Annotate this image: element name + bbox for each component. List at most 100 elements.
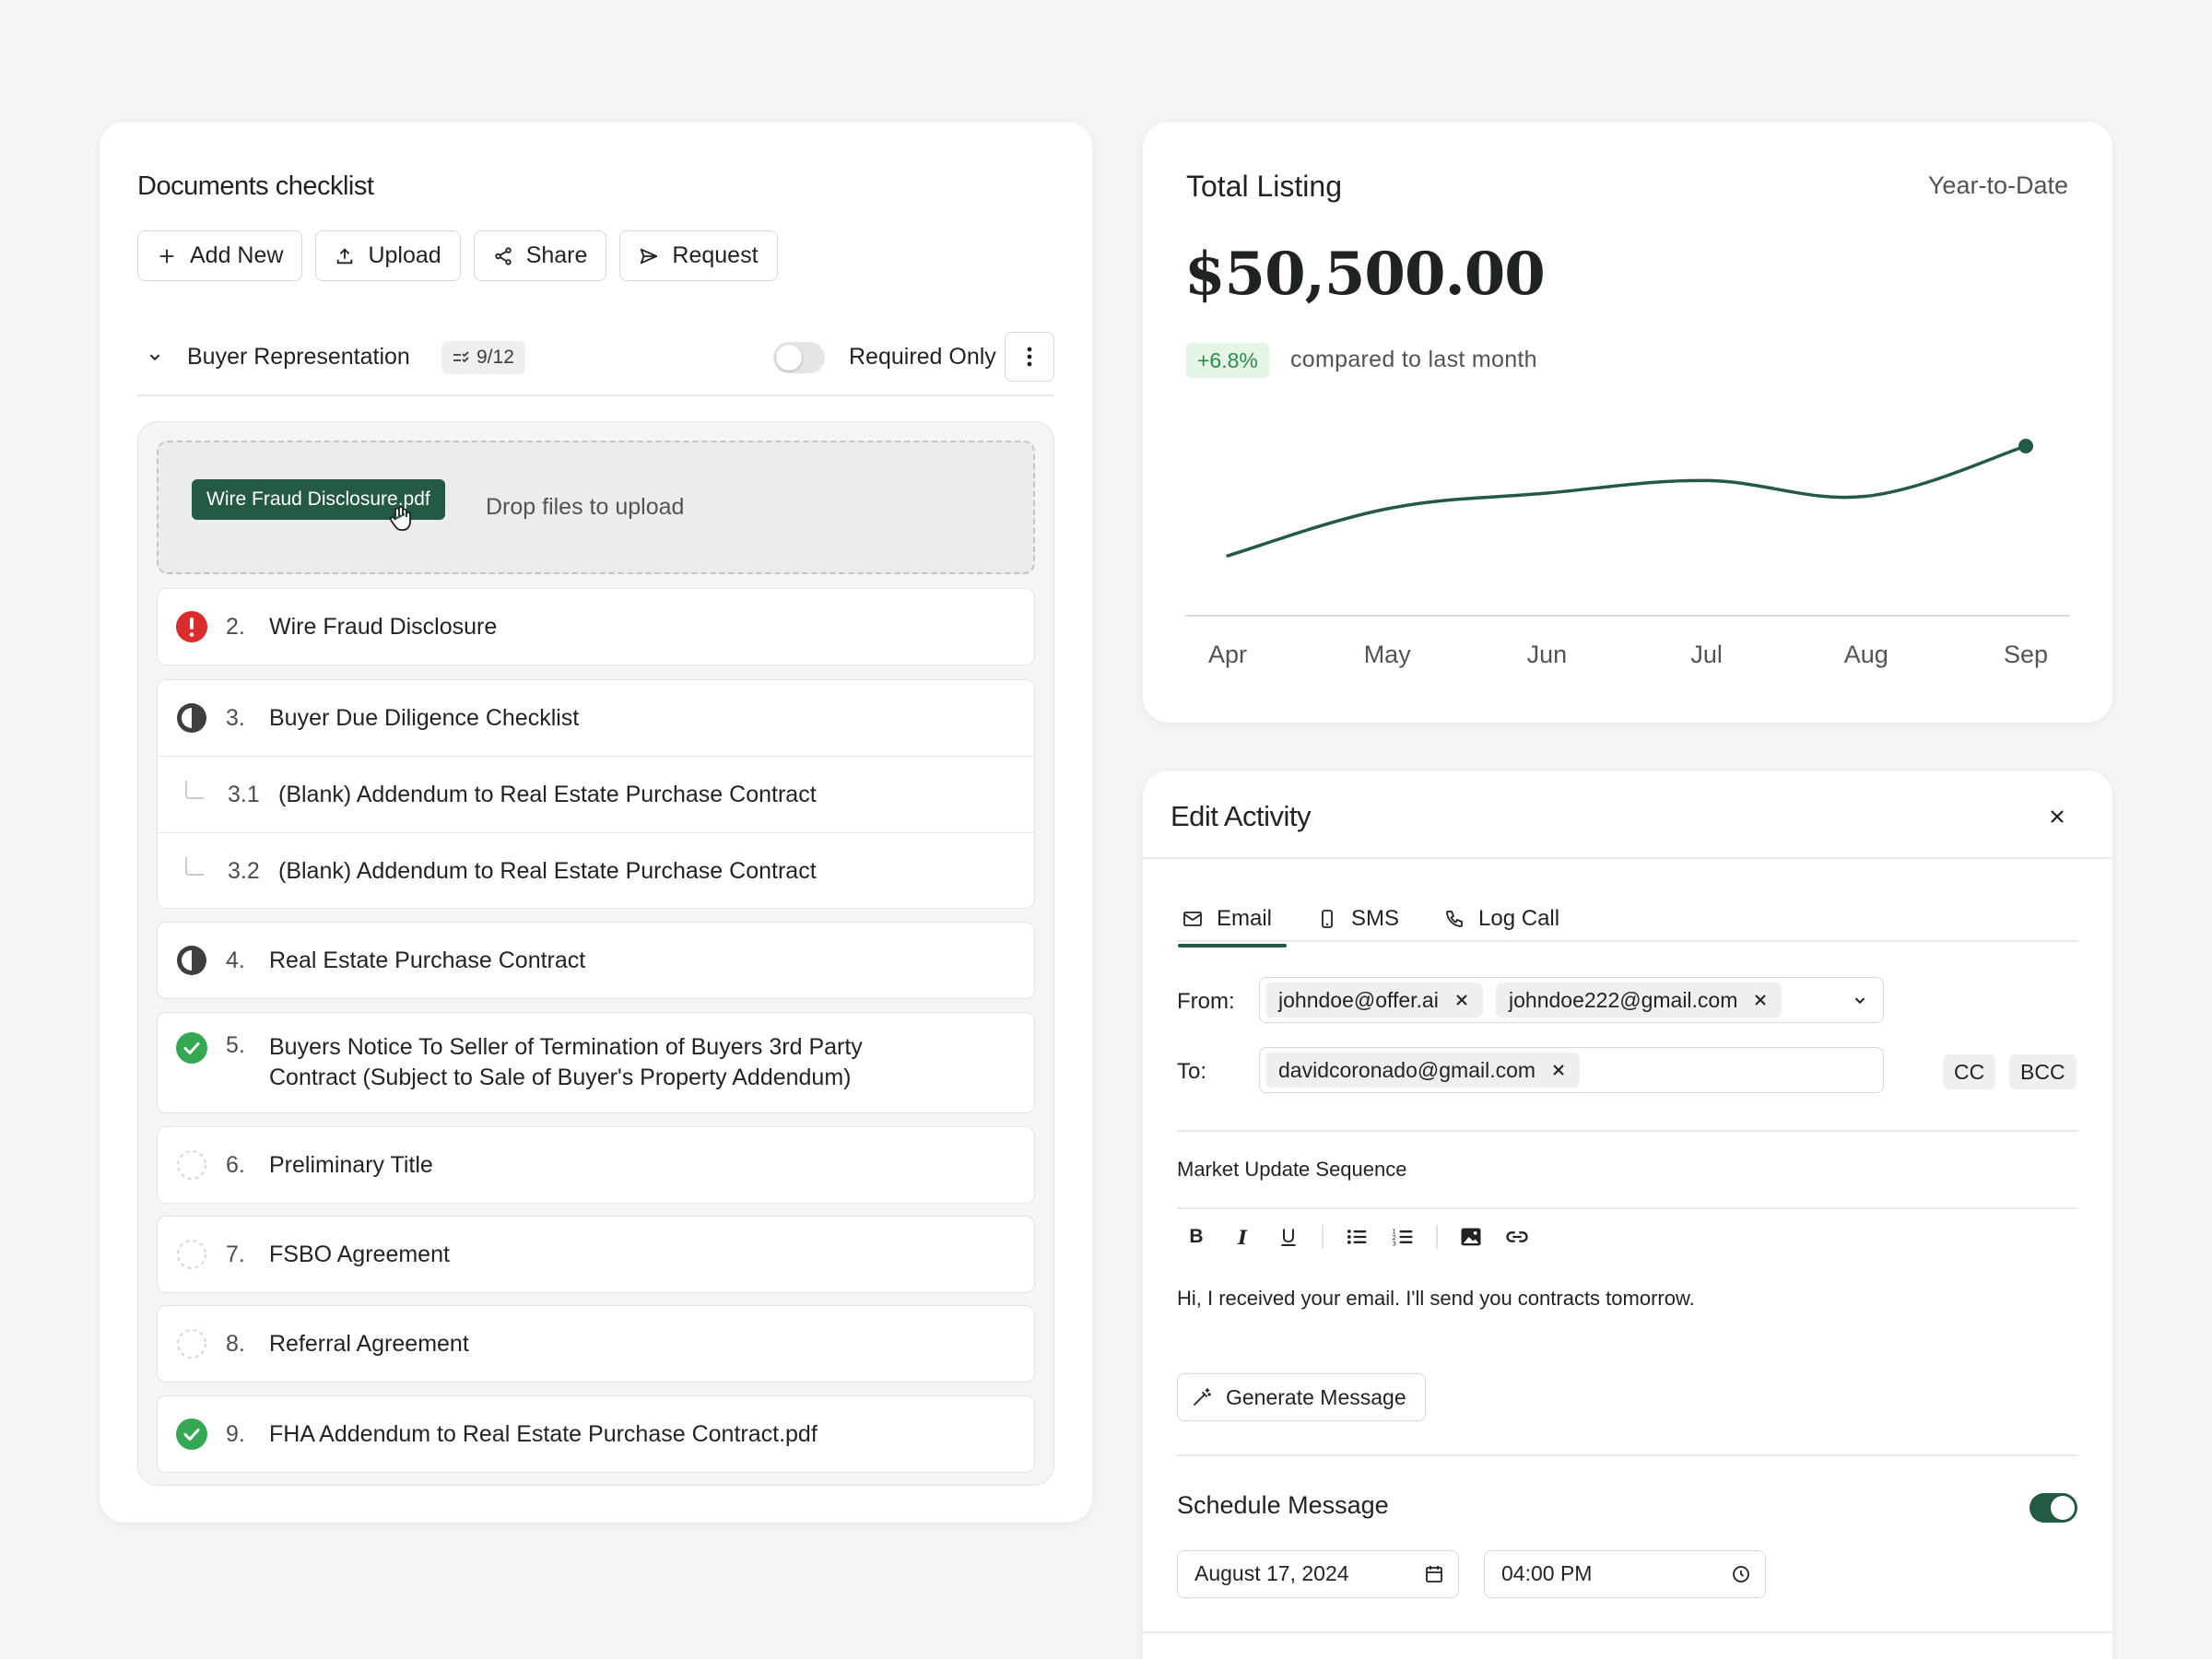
toolbar-separator bbox=[1322, 1225, 1324, 1249]
document-item-3-1[interactable]: 3.1 (Blank) Addendum to Real Estate Purc… bbox=[158, 756, 1034, 832]
to-chip-label: davidcoronado@gmail.com bbox=[1278, 1058, 1536, 1082]
request-label: Request bbox=[672, 242, 759, 268]
close-icon[interactable] bbox=[2046, 806, 2068, 828]
svg-text:1: 1 bbox=[1392, 1229, 1395, 1236]
underline-icon[interactable]: U bbox=[1281, 1226, 1296, 1247]
total-listing-card: Apr May Jun Jul Aug Sep Total Listing Year-to… bbox=[1143, 122, 2112, 723]
share-button[interactable]: Share bbox=[473, 230, 607, 281]
phone-device-icon bbox=[1322, 910, 1333, 928]
item-label: (Blank) Addendum to Real Estate Purchase… bbox=[278, 782, 817, 807]
to-field[interactable]: davidcoronado@gmail.com bbox=[1259, 1047, 1884, 1093]
cc-button[interactable]: CC bbox=[1943, 1054, 1996, 1089]
kebab-menu-icon bbox=[1027, 347, 1032, 367]
divider bbox=[137, 394, 1054, 396]
documents-checklist-panel: Documents checklist Add New Upload Share… bbox=[100, 122, 1092, 1523]
document-item-8[interactable]: 8. Referral Agreement bbox=[157, 1305, 1035, 1382]
edit-activity-panel: Edit Activity Email SMS Log Call From: j… bbox=[1143, 771, 2112, 1659]
phone-call-icon bbox=[1446, 911, 1463, 927]
document-item-5[interactable]: 5. Buyers Notice To Seller of Terminatio… bbox=[157, 1012, 1035, 1113]
item-label: Buyers Notice To Seller of Termination o… bbox=[269, 1032, 863, 1093]
change-badge: +6.8% bbox=[1186, 343, 1269, 378]
period-selector[interactable]: Year-to-Date bbox=[1927, 171, 2068, 199]
subject-field[interactable]: Market Update Sequence bbox=[1177, 1158, 1407, 1181]
file-dropzone[interactable]: Wire Fraud Disclosure.pdf Drop files to … bbox=[157, 441, 1035, 574]
compare-text: compared to last month bbox=[1290, 347, 1537, 372]
document-item-3-2[interactable]: 3.2 (Blank) Addendum to Real Estate Purc… bbox=[158, 832, 1034, 908]
chevron-down-icon[interactable] bbox=[1850, 990, 1870, 1010]
upload-button[interactable]: Upload bbox=[315, 230, 461, 281]
required-only-label: Required Only bbox=[849, 344, 996, 370]
item-number: 6. bbox=[226, 1152, 245, 1178]
italic-icon[interactable]: I bbox=[1238, 1225, 1247, 1249]
section-label[interactable]: Buyer Representation bbox=[187, 344, 410, 370]
item-label-line-2: Contract (Subject to Sale of Buyer's Pro… bbox=[269, 1065, 852, 1090]
tab-email[interactable]: Email bbox=[1178, 896, 1288, 947]
document-item-3[interactable]: 3. Buyer Due Diligence Checklist bbox=[158, 680, 1034, 756]
from-field[interactable]: johndoe@offer.ai johndoe222@gmail.com bbox=[1259, 977, 1884, 1023]
item-label: FSBO Agreement bbox=[269, 1241, 450, 1267]
empty-status-icon bbox=[177, 1150, 206, 1180]
request-button[interactable]: Request bbox=[619, 230, 778, 281]
error-icon bbox=[176, 611, 207, 642]
remove-icon[interactable] bbox=[1453, 992, 1470, 1008]
divider bbox=[1177, 1454, 2078, 1456]
document-item-2[interactable]: 2. Wire Fraud Disclosure bbox=[157, 588, 1035, 665]
document-item-7[interactable]: 7. FSBO Agreement bbox=[157, 1216, 1035, 1293]
empty-status-icon bbox=[177, 1240, 206, 1269]
document-item-3-group: 3. Buyer Due Diligence Checklist 3.1 (Bl… bbox=[157, 679, 1035, 909]
tab-sms[interactable]: SMS bbox=[1312, 896, 1414, 942]
required-only-toggle[interactable] bbox=[773, 342, 825, 373]
item-label: Real Estate Purchase Contract bbox=[269, 947, 586, 973]
chevron-down-icon[interactable] bbox=[145, 347, 165, 367]
clock-icon[interactable] bbox=[1730, 1563, 1752, 1585]
card-title: Total Listing bbox=[1186, 170, 1342, 203]
date-input[interactable]: August 17, 2024 bbox=[1177, 1550, 1459, 1598]
date-value: August 17, 2024 bbox=[1194, 1561, 1349, 1585]
schedule-toggle[interactable] bbox=[2030, 1493, 2077, 1523]
bold-icon[interactable]: B bbox=[1189, 1226, 1204, 1247]
documents-list: Wire Fraud Disclosure.pdf Drop files to … bbox=[137, 421, 1054, 1486]
svg-text:2: 2 bbox=[1392, 1234, 1395, 1241]
time-value: 04:00 PM bbox=[1501, 1561, 1593, 1585]
to-label: To: bbox=[1177, 1059, 1207, 1084]
tab-log-call[interactable]: Log Call bbox=[1440, 896, 1574, 942]
more-options-button[interactable] bbox=[1005, 332, 1054, 382]
empty-status-icon bbox=[177, 1329, 206, 1359]
document-item-9[interactable]: 9. FHA Addendum to Real Estate Purchase … bbox=[157, 1395, 1035, 1473]
document-item-6[interactable]: 6. Preliminary Title bbox=[157, 1126, 1035, 1204]
x-tick-label: Sep bbox=[2004, 641, 2048, 668]
to-chip: davidcoronado@gmail.com bbox=[1265, 1053, 1581, 1088]
activity-tabs: Email SMS Log Call bbox=[1178, 896, 1600, 947]
check-circle-icon bbox=[176, 1418, 207, 1450]
toolbar-separator bbox=[1436, 1225, 1438, 1249]
divider bbox=[1143, 1631, 2112, 1633]
dragged-file-chip[interactable]: Wire Fraud Disclosure.pdf bbox=[192, 479, 445, 520]
item-number: 3.2 bbox=[228, 858, 260, 884]
progress-count: 9/12 bbox=[477, 347, 514, 368]
time-input[interactable]: 04:00 PM bbox=[1484, 1550, 1766, 1598]
send-icon bbox=[641, 248, 658, 264]
generate-message-button[interactable]: Generate Message bbox=[1177, 1373, 1426, 1421]
bcc-button[interactable]: BCC bbox=[2009, 1054, 2077, 1089]
remove-icon[interactable] bbox=[1550, 1062, 1567, 1078]
panel-title: Documents checklist bbox=[137, 171, 374, 201]
upload-label: Upload bbox=[368, 242, 441, 268]
image-icon[interactable] bbox=[1458, 1224, 1484, 1250]
from-chip-label: johndoe@offer.ai bbox=[1278, 988, 1439, 1012]
share-icon bbox=[494, 246, 512, 265]
document-item-4[interactable]: 4. Real Estate Purchase Contract bbox=[157, 922, 1035, 999]
bulleted-list-icon[interactable] bbox=[1344, 1224, 1370, 1250]
numbered-list-icon[interactable]: 123 bbox=[1390, 1224, 1416, 1250]
item-label: (Blank) Addendum to Real Estate Purchase… bbox=[278, 858, 817, 884]
link-icon[interactable] bbox=[1504, 1224, 1530, 1250]
add-new-button[interactable]: Add New bbox=[137, 230, 303, 281]
remove-icon[interactable] bbox=[1752, 992, 1769, 1008]
message-body[interactable]: Hi, I received your email. I'll send you… bbox=[1177, 1287, 1695, 1310]
item-label-line-1: Buyers Notice To Seller of Termination o… bbox=[269, 1034, 863, 1060]
series-end-point[interactable] bbox=[2018, 439, 2033, 453]
series-line bbox=[1226, 444, 2028, 558]
item-label: Buyer Due Diligence Checklist bbox=[269, 705, 580, 731]
dropzone-text: Drop files to upload bbox=[486, 494, 685, 520]
calendar-icon[interactable] bbox=[1423, 1563, 1445, 1585]
